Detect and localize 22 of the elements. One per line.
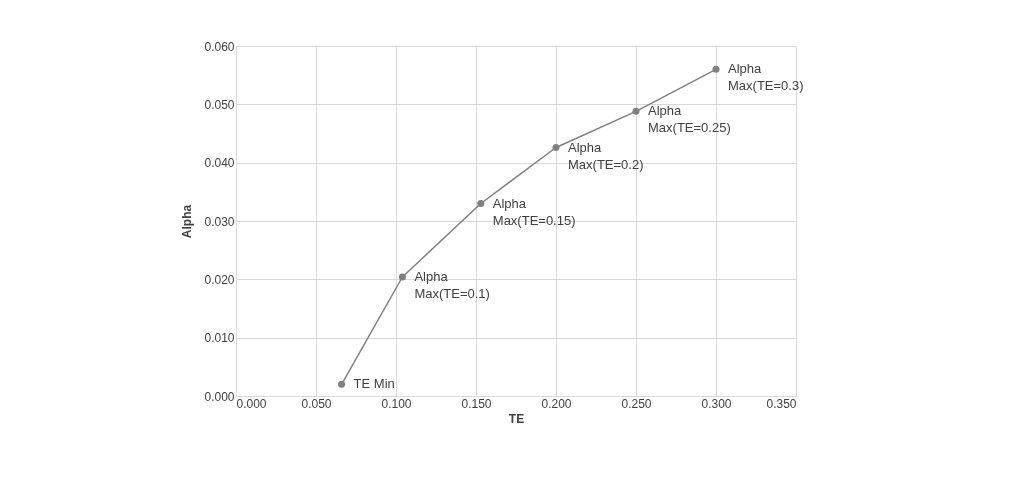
y-axis-title: Alpha [180, 204, 195, 239]
x-tick-label: 0.200 [541, 396, 572, 411]
x-tick-label: 0.300 [701, 396, 732, 411]
x-axis-title: TE [508, 411, 525, 426]
x-tick-label: 0.250 [621, 396, 652, 411]
y-tick-label: 0.030 [204, 214, 235, 229]
annotation: Alpha Max(TE=0.3) [728, 61, 804, 94]
y-tick-label: 0.060 [204, 39, 235, 54]
x-tick-label: 0.350 [766, 396, 797, 411]
annotation: Alpha Max(TE=0.1) [414, 269, 490, 301]
y-tick-label: 0.020 [204, 272, 235, 287]
x-tick-label: 0.150 [461, 396, 492, 411]
y-tick-label: 0.050 [204, 97, 235, 112]
annotation: Alpha Max(TE=0.25) [648, 103, 731, 136]
annotation: Alpha Max(TE=0.15) [492, 195, 576, 228]
annotation: TE Min [353, 376, 395, 392]
x-tick-label: 0.100 [381, 396, 412, 411]
x-tick-label: 0.050 [301, 396, 332, 411]
y-tick-label: 0.010 [204, 331, 235, 346]
y-tick-label: 0.040 [204, 156, 235, 171]
annotation: Alpha Max(TE=0.2) [568, 139, 644, 172]
x-tick-label: 0.000 [236, 396, 267, 411]
